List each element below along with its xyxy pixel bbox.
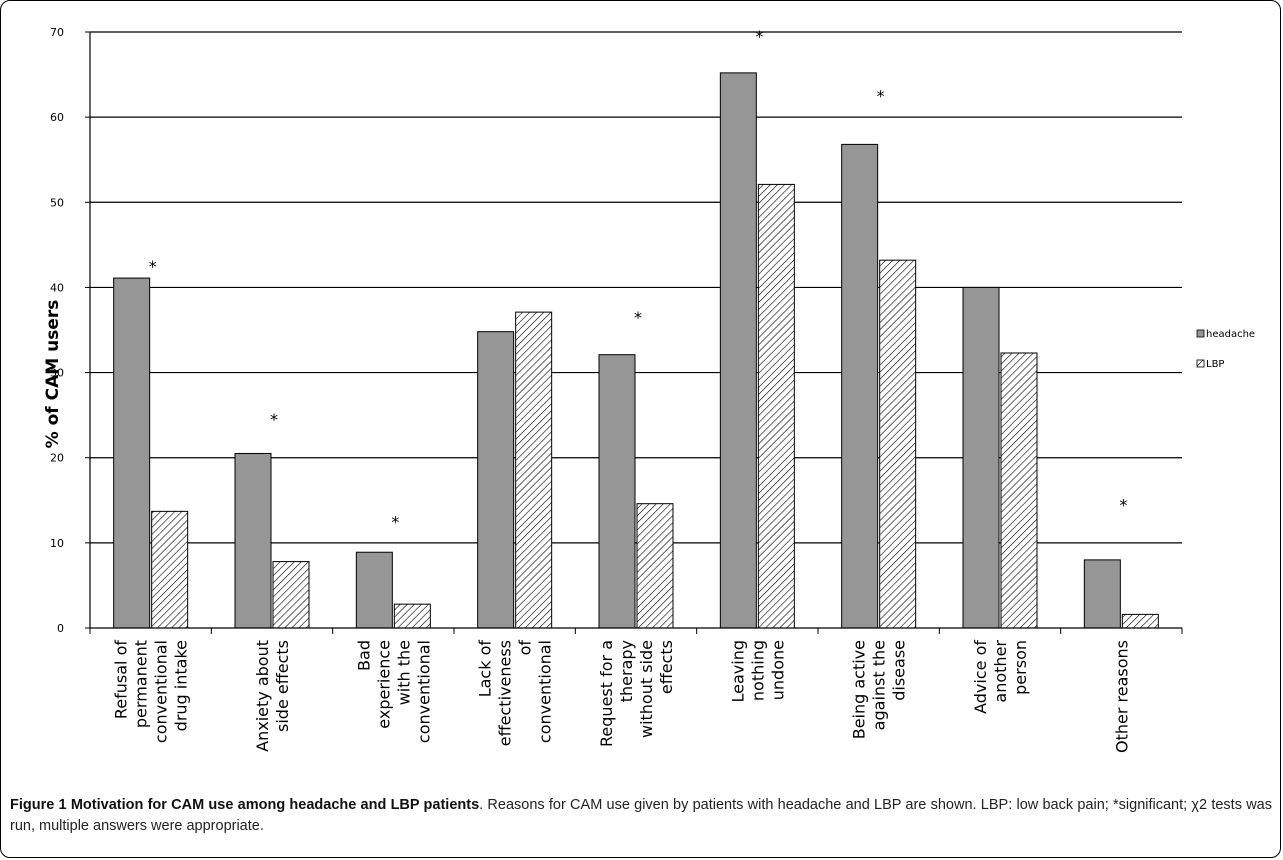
bar-headache-7 xyxy=(841,143,879,629)
legend: headache LBP xyxy=(1196,329,1255,370)
y-tick-label: 0 xyxy=(57,622,64,635)
y-tick-label: 30 xyxy=(50,367,64,380)
y-tick-labels: 0 10 20 30 40 50 60 70 xyxy=(50,26,90,635)
category-label: of xyxy=(516,640,535,656)
bar-lbp-4 xyxy=(515,311,553,629)
y-tick-label: 70 xyxy=(50,26,64,39)
category-label: against the xyxy=(870,640,889,730)
significance-star: * xyxy=(634,308,642,327)
bar-lbp-8 xyxy=(1000,352,1038,629)
category-label: Refusal of xyxy=(112,640,131,719)
bar-headache-8 xyxy=(962,286,1000,629)
category-label: effectiveness xyxy=(496,640,515,746)
legend-swatch-headache xyxy=(1196,329,1205,338)
bar-lbp-3 xyxy=(393,603,431,629)
category-label: person xyxy=(1011,640,1030,695)
legend-label-lbp: LBP xyxy=(1206,359,1224,370)
legend-swatch-lbp xyxy=(1196,359,1205,368)
bar-headache-5 xyxy=(598,354,636,629)
bar-headache-9 xyxy=(1083,559,1121,629)
bar-lbp-9 xyxy=(1121,613,1159,629)
category-label: experience xyxy=(374,640,393,729)
category-labels: Refusal of permanent conventional drug inta… xyxy=(112,640,1132,753)
category-label: disease xyxy=(890,640,909,701)
caption-text: . Reasons for CAM use given by patients … xyxy=(10,797,1272,834)
axes xyxy=(89,32,1183,634)
category-label: conventional xyxy=(152,640,171,743)
bar-lbp-2 xyxy=(272,561,310,629)
significance-star: * xyxy=(270,410,278,429)
category-label: conventional xyxy=(536,640,555,743)
category-label: Lack of xyxy=(476,640,495,698)
bar-lbp-1 xyxy=(151,510,189,629)
y-axis-label: % of CAM users xyxy=(43,300,63,449)
category-label: without side xyxy=(637,640,656,738)
significance-star: * xyxy=(755,27,763,46)
bar-headache-1 xyxy=(113,277,151,629)
category-label: therapy xyxy=(617,640,636,702)
significance-star: * xyxy=(149,257,157,276)
category-label: Anxiety about xyxy=(253,640,272,752)
gridlines xyxy=(90,31,1182,544)
y-tick-label: 50 xyxy=(50,196,64,209)
y-tick-label: 60 xyxy=(50,111,64,124)
bar-lbp-7 xyxy=(879,259,917,629)
category-label: drug intake xyxy=(172,640,191,731)
bar-headache-6 xyxy=(719,72,757,629)
bars xyxy=(113,72,1159,629)
bar-lbp-5 xyxy=(636,503,674,629)
bar-headache-4 xyxy=(477,331,515,629)
y-tick-label: 10 xyxy=(50,537,64,550)
significance-star: * xyxy=(391,512,399,531)
figure-caption: Figure 1 Motivation for CAM use among he… xyxy=(10,795,1272,837)
category-label: effects xyxy=(657,640,676,694)
category-label: Request for a xyxy=(597,640,616,747)
category-label: Advice of xyxy=(971,640,990,714)
y-tick-label: 20 xyxy=(50,452,64,465)
caption-title: Figure 1 Motivation for CAM use among he… xyxy=(10,797,480,813)
y-tick-label: 40 xyxy=(50,281,64,294)
category-label: Bad xyxy=(354,640,373,671)
significance-markers: * * * * * * * xyxy=(149,27,1128,531)
category-label: nothing xyxy=(748,640,767,701)
category-label: undone xyxy=(768,640,787,700)
bar-headache-2 xyxy=(234,452,272,629)
significance-star: * xyxy=(877,87,885,106)
category-label: another xyxy=(991,640,1010,703)
category-label: Being active xyxy=(850,640,869,739)
category-label: permanent xyxy=(132,640,151,728)
category-label: side effects xyxy=(273,640,292,732)
bar-lbp-6 xyxy=(757,183,795,629)
legend-label-headache: headache xyxy=(1206,329,1255,340)
category-label: conventional xyxy=(414,640,433,743)
category-label: Other reasons xyxy=(1112,640,1131,753)
significance-star: * xyxy=(1119,495,1127,514)
bar-headache-3 xyxy=(355,551,393,629)
category-label: with the xyxy=(394,640,413,705)
category-label: Leaving xyxy=(728,640,747,703)
bar-chart: 0 10 20 30 40 50 60 70 % of CAM users Refusal o… xyxy=(43,26,1255,753)
